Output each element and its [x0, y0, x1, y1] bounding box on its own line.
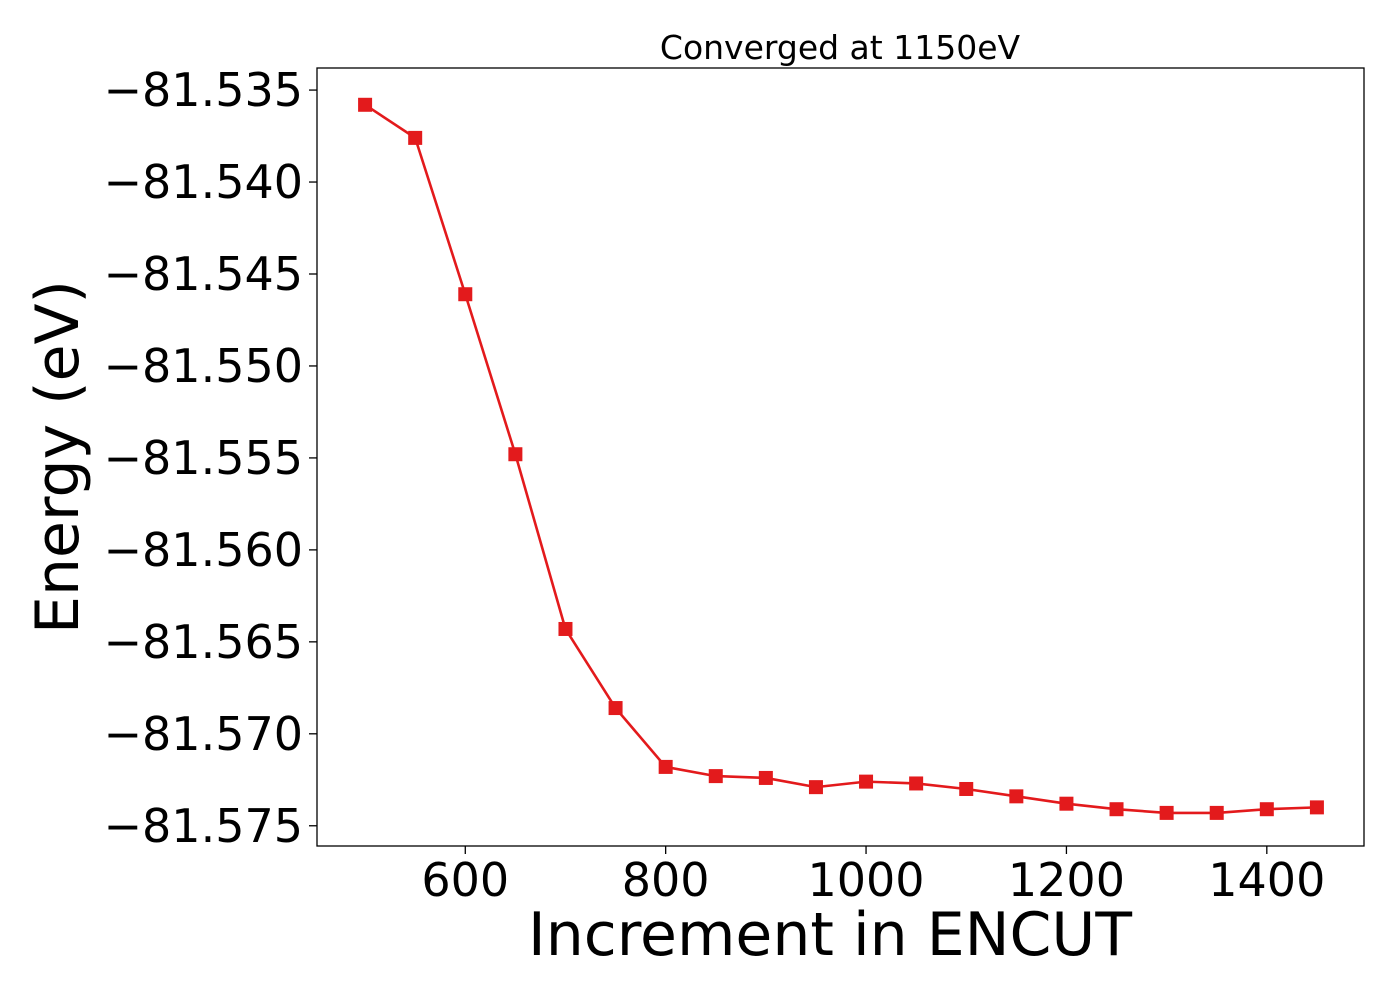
- data-point: [1059, 796, 1074, 811]
- data-point: [1259, 802, 1274, 817]
- plot-area: [316, 67, 1365, 847]
- data-point: [358, 97, 373, 112]
- data-point: [408, 130, 423, 145]
- y-tick-label: −81.565: [104, 615, 304, 669]
- data-point: [758, 770, 773, 785]
- data-point: [708, 769, 723, 784]
- data-point: [1159, 805, 1174, 820]
- data-point: [1209, 805, 1224, 820]
- data-point: [1309, 800, 1324, 815]
- data-point: [1109, 802, 1124, 817]
- x-tick-label: 1000: [808, 853, 925, 907]
- y-axis-title: Energy (eV): [23, 280, 93, 634]
- chart-title: Converged at 1150eV: [660, 28, 1021, 67]
- data-point: [558, 621, 573, 636]
- y-axis-ticks: −81.535 −81.540 −81.545 −81.550 −81.555 −81.5…: [104, 63, 317, 853]
- x-tick-label: 1200: [1008, 853, 1125, 907]
- x-axis-ticks: 600 800 1000 1200 1400: [421, 846, 1325, 907]
- data-point: [608, 701, 623, 716]
- data-point: [959, 781, 974, 796]
- x-tick-label: 800: [622, 853, 710, 907]
- y-tick-label: −81.570: [104, 707, 304, 761]
- energy-series: [358, 97, 1324, 820]
- y-tick-label: −81.545: [104, 247, 304, 301]
- data-point: [1009, 789, 1024, 804]
- y-tick-label: −81.540: [104, 155, 304, 209]
- data-point: [508, 447, 523, 462]
- data-point: [458, 287, 473, 302]
- series-line: [364, 103, 1317, 815]
- data-point: [859, 774, 874, 789]
- y-tick-label: −81.535: [104, 63, 304, 117]
- y-tick-label: −81.555: [104, 431, 304, 485]
- data-point: [909, 776, 924, 791]
- data-point: [658, 759, 673, 774]
- x-tick-label: 1400: [1208, 853, 1325, 907]
- y-tick-label: −81.550: [104, 339, 304, 393]
- y-tick-label: −81.560: [104, 523, 304, 577]
- x-tick-label: 600: [421, 853, 509, 907]
- y-tick-label: −81.575: [104, 799, 304, 853]
- x-axis-title: Increment in ENCUT: [528, 900, 1132, 970]
- data-point: [808, 780, 823, 795]
